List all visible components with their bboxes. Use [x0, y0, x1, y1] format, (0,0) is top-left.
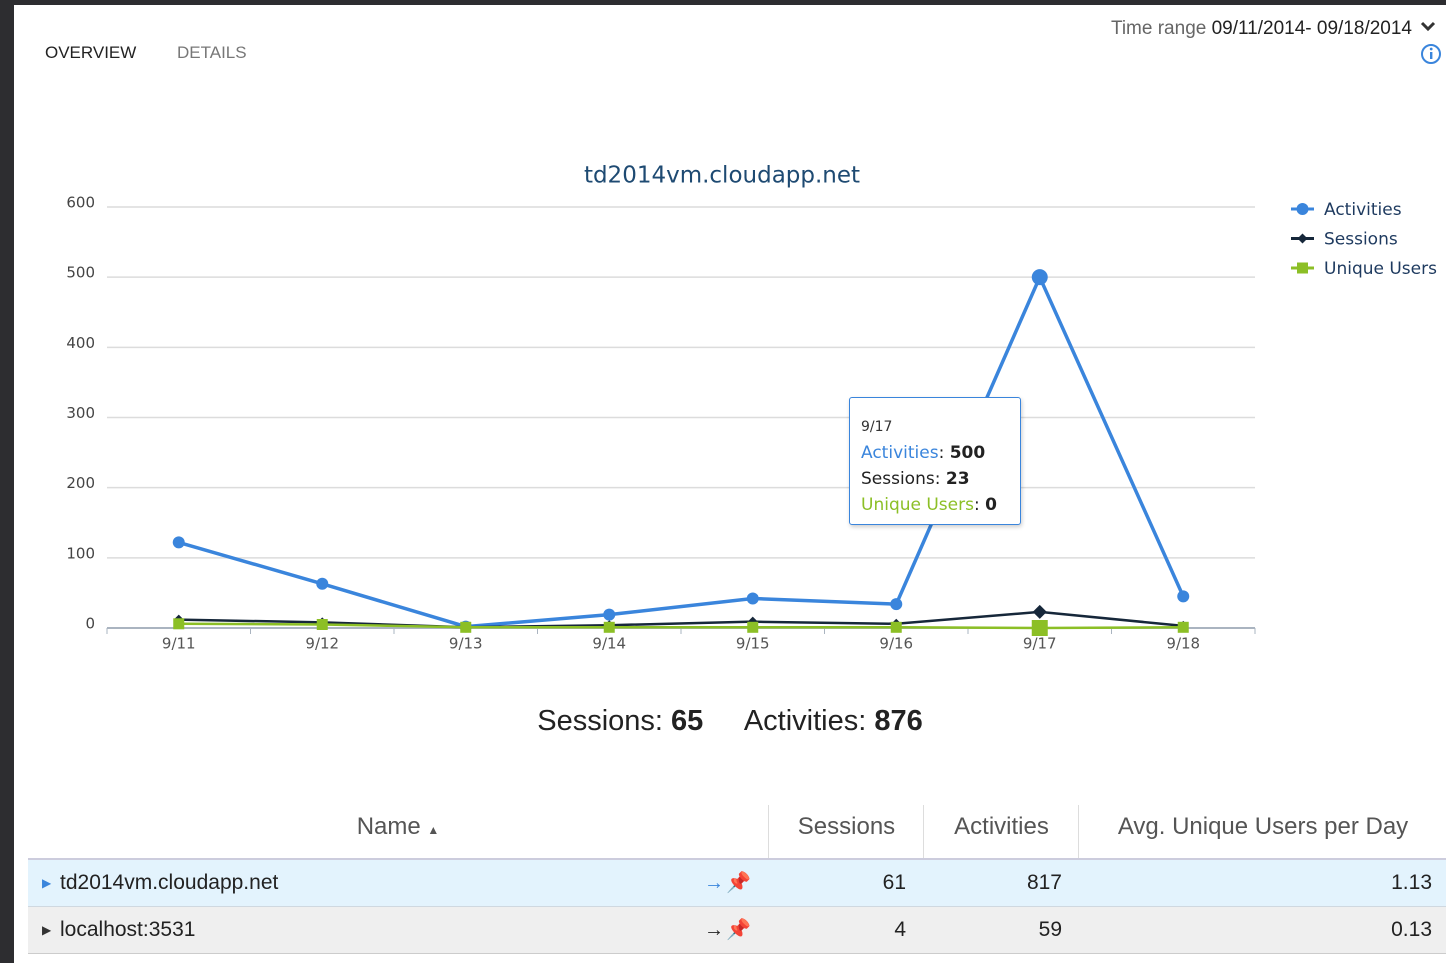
point — [460, 621, 472, 633]
point — [890, 598, 903, 611]
x-tick-label: 9/12 — [305, 635, 339, 653]
tab-overview[interactable]: OVERVIEW — [45, 43, 137, 62]
time-range-label: Time range — [1110, 18, 1207, 39]
series — [172, 269, 1190, 633]
cell-avg: 1.13 — [1391, 871, 1432, 894]
info-icon[interactable] — [1420, 43, 1442, 65]
point — [747, 621, 759, 633]
x-tick-label: 9/14 — [592, 635, 626, 653]
y-tick-label: 500 — [66, 264, 95, 282]
y-tick-label: 200 — [66, 474, 95, 492]
legend-marker — [1297, 233, 1308, 244]
cell-sessions: 61 — [882, 871, 906, 894]
x-tick-label: 9/15 — [736, 635, 770, 653]
tooltip-name: Unique Users — [861, 495, 985, 515]
legend-label: Unique Users — [1324, 259, 1437, 279]
cell-activities: 817 — [1026, 871, 1062, 894]
point — [1177, 621, 1189, 633]
line — [178, 610, 1184, 629]
chevron[interactable] — [1420, 21, 1436, 33]
chart-title: td2014vm.cloudapp.net — [584, 163, 860, 189]
point — [1177, 590, 1190, 603]
cell-sessions: 4 — [894, 918, 906, 941]
tooltip-value: 23 — [945, 469, 970, 489]
header-avg[interactable]: Avg. Unique Users per Day — [1078, 805, 1446, 858]
header-border — [28, 858, 1446, 860]
tooltip-category: 9/17 — [861, 419, 893, 435]
pin-icon[interactable]: 📌 — [726, 872, 751, 894]
cell-activities: 59 — [1038, 918, 1062, 941]
point — [316, 577, 329, 590]
point — [746, 592, 759, 605]
tooltip-name: Sessions — [861, 469, 946, 489]
legend-marker — [1297, 262, 1308, 274]
tooltip-value: 0 — [985, 495, 997, 515]
legend-label: Sessions — [1324, 230, 1398, 250]
x-tick-label: 9/16 — [879, 635, 913, 653]
go-icon[interactable]: → — [704, 872, 724, 894]
y-tick-label: 100 — [66, 544, 95, 562]
go-icon[interactable]: → — [704, 919, 724, 941]
line — [178, 272, 1185, 629]
point — [890, 621, 902, 633]
chart: td2014vm.cloudapp.net 0 100 200 300 400 500 60… — [66, 163, 1437, 653]
point — [1032, 604, 1047, 619]
cell-name: td2014vm.cloudapp.net — [60, 871, 279, 894]
x-tick-label: 9/11 — [162, 635, 196, 653]
y-tick-label: 400 — [66, 334, 95, 352]
tooltip-value: 500 — [949, 443, 986, 463]
expand-arrow[interactable]: ▶ — [42, 923, 52, 937]
summary-value: 876 — [874, 705, 923, 737]
y-tick-label: 0 — [85, 615, 95, 633]
y-tick-label: 600 — [66, 194, 95, 212]
tooltip-line: Sessions23 — [861, 466, 1020, 492]
point — [1031, 620, 1048, 636]
cell-name: localhost:3531 — [60, 918, 196, 941]
time-range[interactable]: Time range 09/11/2014- 09/18/2014 — [1111, 18, 1412, 40]
tooltip-line: Unique Users0 — [861, 492, 1020, 518]
summary-label: Sessions: — [537, 705, 663, 737]
point — [603, 608, 616, 621]
x-tick-label: 9/13 — [449, 635, 483, 653]
x-tick-label: 9/17 — [1023, 635, 1057, 653]
summary-value: 65 — [671, 705, 704, 737]
summary-label: Activities: — [743, 705, 867, 737]
point — [1031, 269, 1048, 286]
tooltip-line: 9/17 — [861, 413, 1020, 440]
line — [178, 622, 1184, 630]
series — [173, 618, 1189, 636]
tooltip-name: Activities — [861, 443, 950, 463]
tooltip: 9/17Activities500Sessions23Unique Users0 — [849, 397, 1021, 525]
time-range-value: 09/11/2014- 09/18/2014 — [1211, 18, 1412, 39]
table-row[interactable]: ▶ td2014vm.cloudapp.net → 📌 61 817 1.13 — [28, 860, 1446, 907]
expand-arrow[interactable]: ▶ — [42, 876, 52, 890]
point — [316, 618, 328, 630]
table-row[interactable]: ▶ localhost:3531 → 📌 4 59 0.13 — [28, 907, 1446, 954]
tab-details[interactable]: DETAILS — [177, 43, 247, 62]
header-text: Name — [356, 813, 421, 840]
summary: Sessions: 65 Activities: 876 — [14, 705, 1446, 738]
legend-marker — [1296, 203, 1309, 215]
point — [173, 618, 185, 630]
point — [172, 536, 185, 549]
header-sessions[interactable]: Sessions — [768, 805, 924, 858]
tooltip-line: Activities500 — [861, 440, 1020, 466]
content: OVERVIEW DETAILS Time range 09/11/2014- … — [14, 5, 1446, 963]
y-tick-label: 300 — [66, 404, 95, 422]
pin-icon[interactable]: 📌 — [726, 919, 751, 941]
legend-label: Activities — [1324, 200, 1402, 220]
point — [603, 621, 615, 633]
header-name[interactable]: Name ▲ — [356, 813, 440, 840]
x-tick-label: 9/18 — [1166, 635, 1200, 653]
cell-avg: 0.13 — [1391, 918, 1432, 941]
header-activities[interactable]: Activities — [923, 805, 1079, 858]
